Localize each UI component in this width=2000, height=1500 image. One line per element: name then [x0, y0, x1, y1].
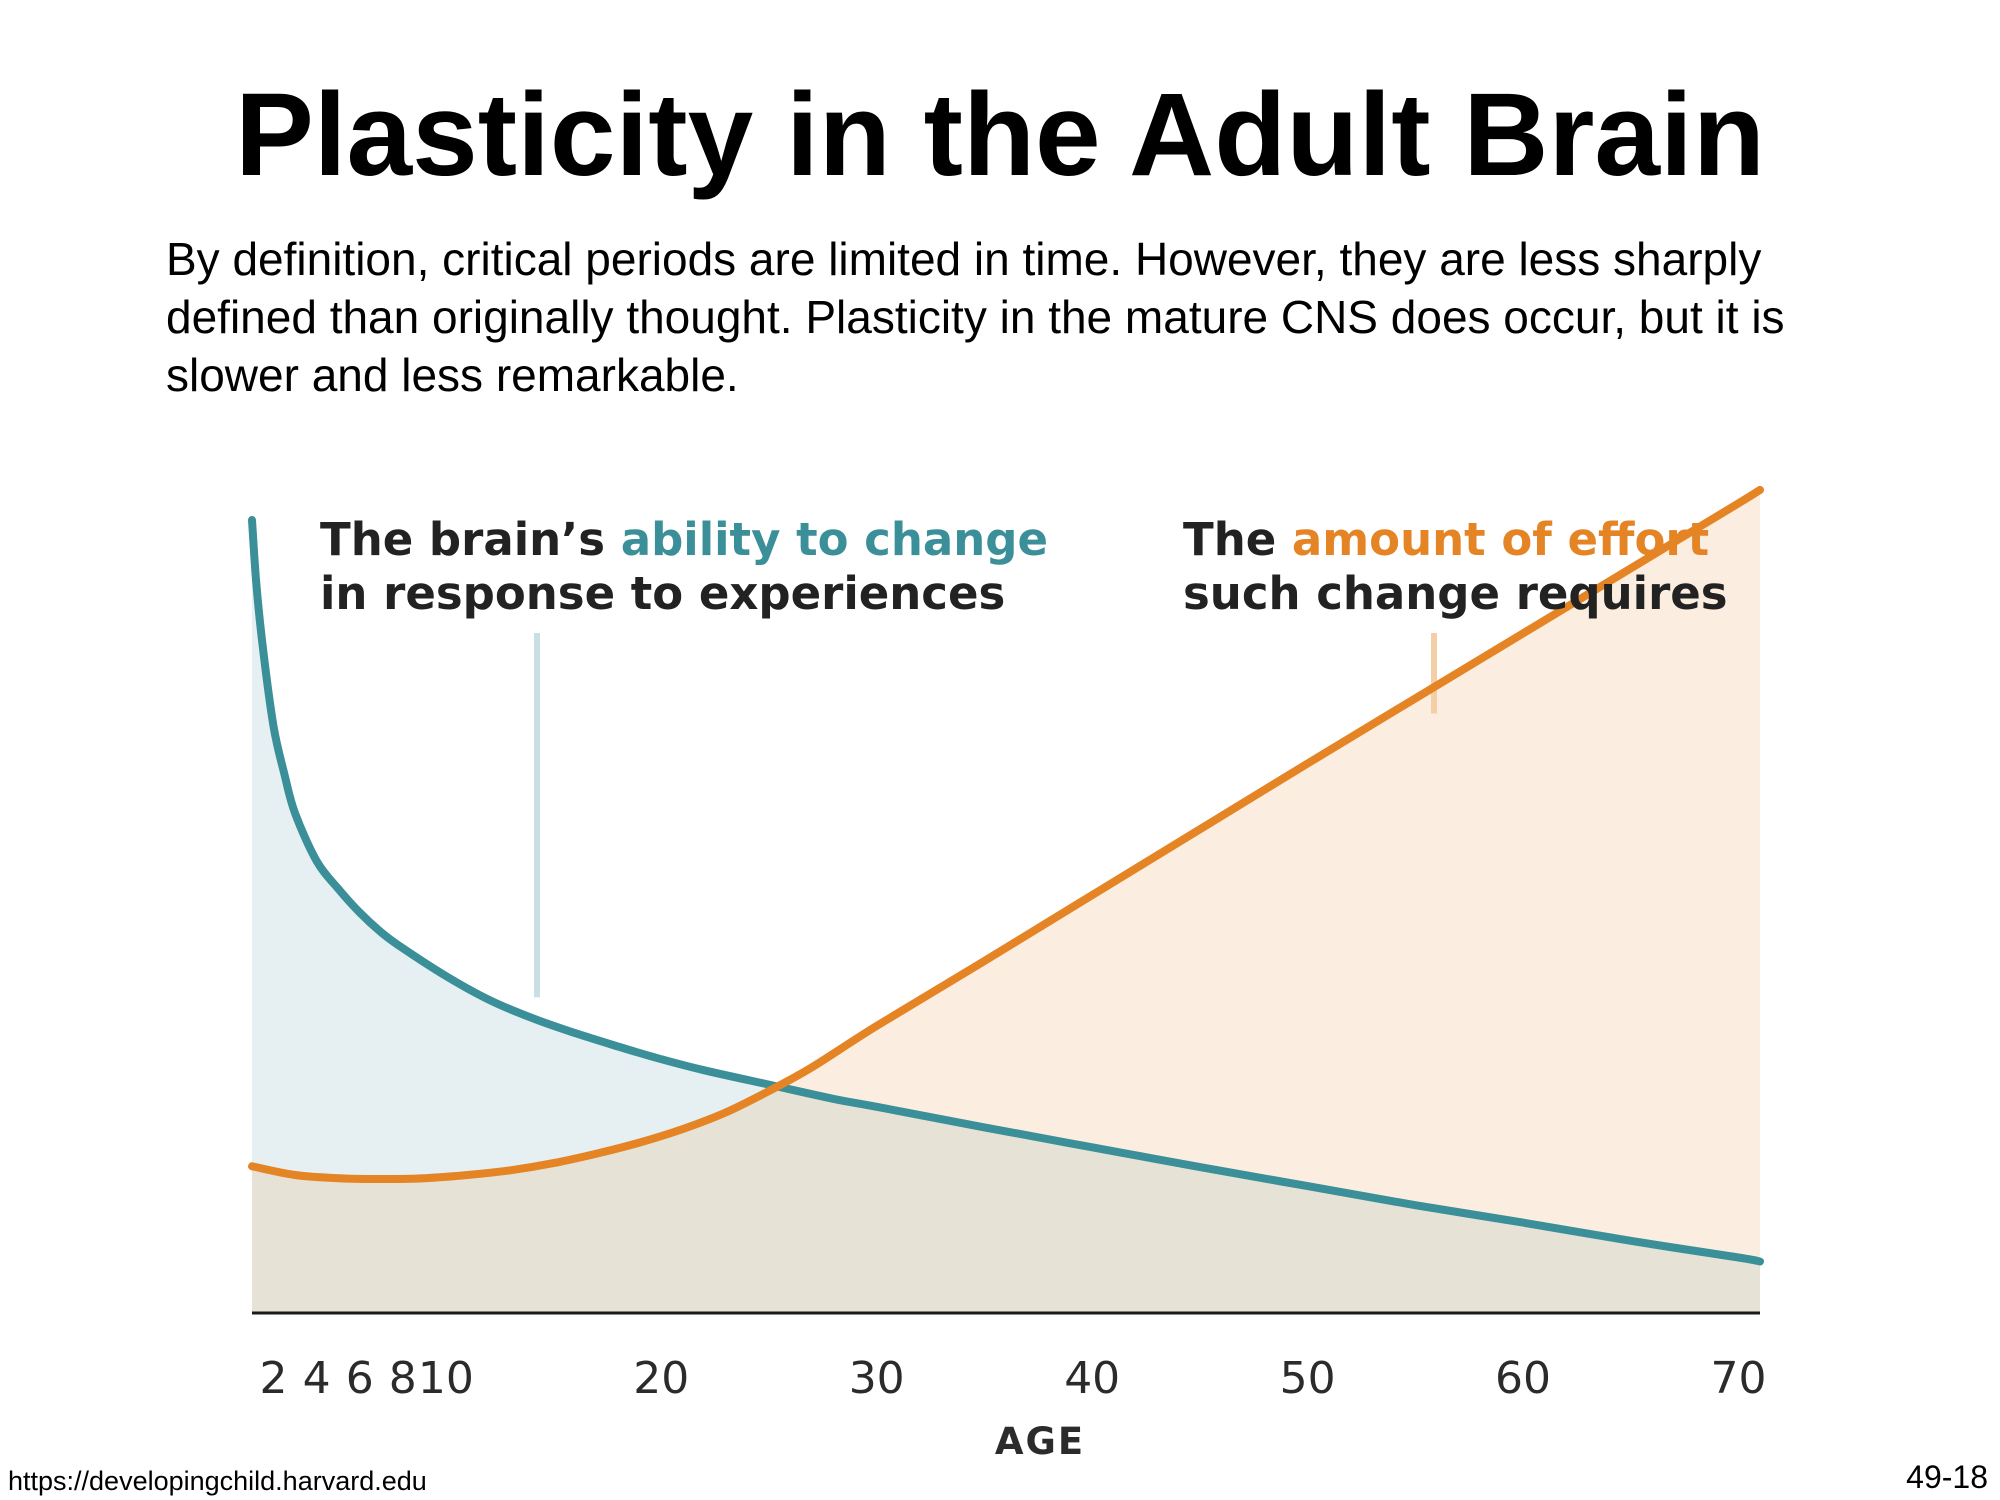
ability-annotation-text: The brain’s — [320, 513, 621, 566]
intro-paragraph: By definition, critical periods are limi… — [166, 233, 1785, 401]
x-tick-label: 40 — [1064, 1353, 1120, 1404]
x-tick-label: 20 — [633, 1353, 689, 1404]
ability-annotation-line1: The brain’s ability to change — [320, 513, 1048, 566]
slide-number: 49-18 — [1906, 1459, 1988, 1495]
x-tick-label: 4 — [303, 1353, 331, 1404]
effort-area — [252, 489, 1760, 1313]
effort-annotation-text: such change requires — [1183, 567, 1728, 620]
x-tick-label: 30 — [849, 1353, 905, 1404]
ability-annotation-text: ability to change — [621, 513, 1048, 566]
effort-annotation-line1: The amount of effort — [1183, 513, 1709, 566]
ability-annotation-text: in response to experiences — [320, 567, 1005, 620]
x-tick-label: 60 — [1495, 1353, 1551, 1404]
effort-line — [248, 485, 1764, 1183]
x-tick-label: 70 — [1711, 1353, 1767, 1404]
effort-annotation-line2: such change requires — [1183, 567, 1728, 620]
slide-title: Plasticity in the Adult Brain — [235, 69, 1765, 201]
x-axis-label: AGE — [995, 1420, 1085, 1463]
x-tick-label: 8 — [389, 1353, 417, 1404]
ability-line — [248, 516, 1764, 1266]
x-tick-label: 50 — [1280, 1353, 1336, 1404]
effort-annotation-text: amount of effort — [1292, 513, 1709, 566]
effort-annotation-text: The — [1183, 513, 1292, 566]
source-url: https://developingchild.harvard.edu — [8, 1466, 427, 1496]
x-tick-label: 10 — [418, 1353, 474, 1404]
x-tick-label: 6 — [346, 1353, 374, 1404]
ability-area — [252, 520, 1760, 1313]
x-tick-label: 2 — [260, 1353, 288, 1404]
ability-annotation-line2: in response to experiences — [320, 567, 1005, 620]
